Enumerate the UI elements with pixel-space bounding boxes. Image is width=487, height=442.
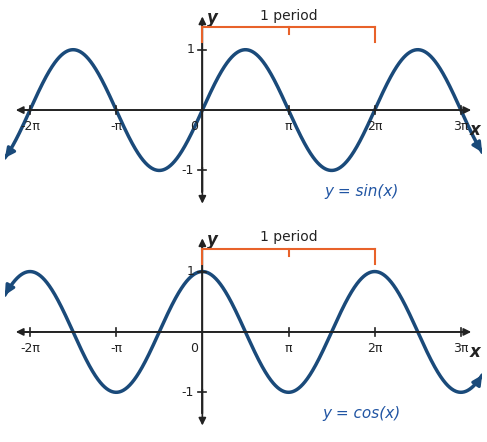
- Text: -2π: -2π: [20, 342, 40, 355]
- Text: π: π: [285, 342, 292, 355]
- Text: 1 period: 1 period: [260, 230, 318, 244]
- Text: -1: -1: [182, 386, 194, 399]
- Text: 3π: 3π: [453, 120, 468, 133]
- Text: π: π: [285, 120, 292, 133]
- Text: 1: 1: [186, 43, 194, 56]
- Text: -2π: -2π: [20, 120, 40, 133]
- Text: 2π: 2π: [367, 342, 382, 355]
- Text: -1: -1: [182, 164, 194, 177]
- Text: x: x: [470, 121, 481, 139]
- Text: y: y: [207, 9, 218, 27]
- Text: x: x: [470, 343, 481, 361]
- Text: 1: 1: [186, 265, 194, 278]
- Text: 1 period: 1 period: [260, 8, 318, 23]
- Text: 3π: 3π: [453, 342, 468, 355]
- Text: y = cos(x): y = cos(x): [322, 406, 401, 421]
- Text: -π: -π: [110, 342, 122, 355]
- Text: y = sin(x): y = sin(x): [324, 184, 399, 199]
- Text: y: y: [207, 231, 218, 248]
- Text: 0: 0: [190, 120, 198, 133]
- Text: 2π: 2π: [367, 120, 382, 133]
- Text: 0: 0: [190, 342, 198, 355]
- Text: -π: -π: [110, 120, 122, 133]
